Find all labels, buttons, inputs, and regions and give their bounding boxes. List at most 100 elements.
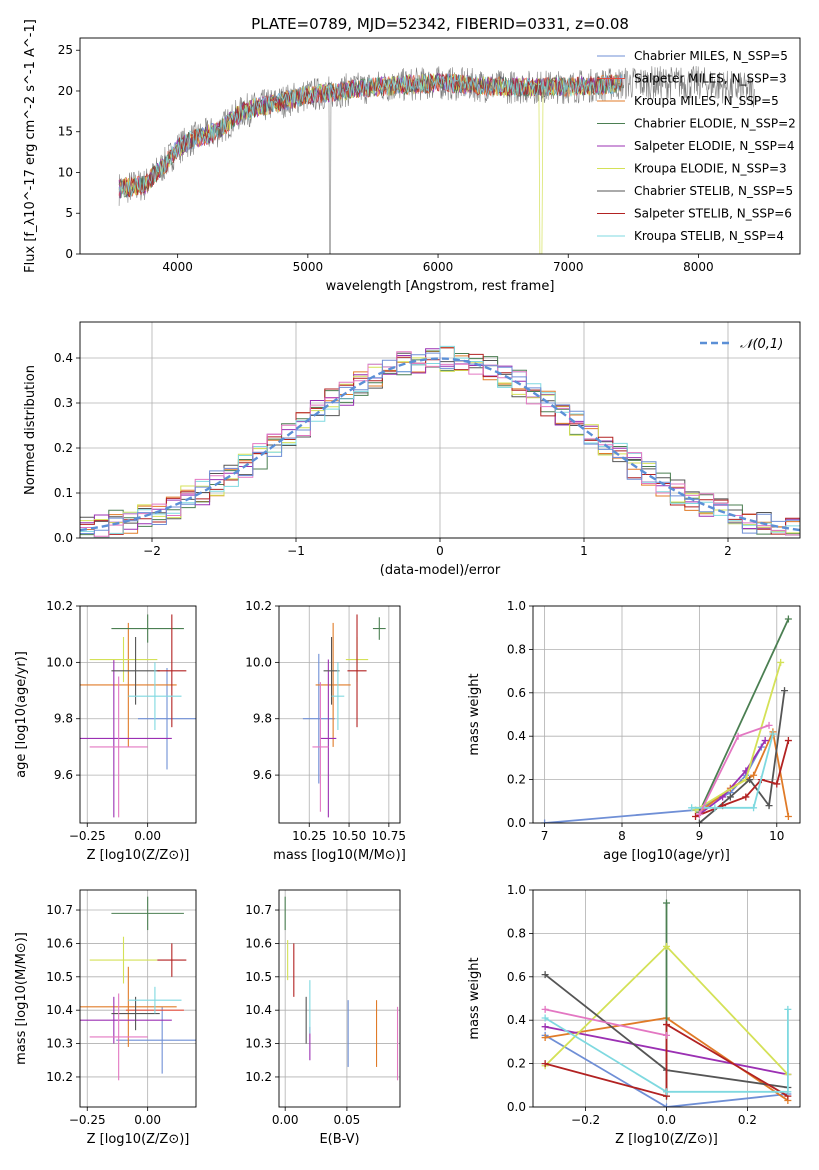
errorbar-point — [128, 662, 182, 730]
weight-marker — [750, 771, 758, 779]
y-axis-label: age [log10(age/yr)] — [14, 651, 29, 778]
weight-marker — [695, 810, 703, 818]
x-tick-label: −0.25 — [69, 1113, 106, 1127]
axes-frame — [278, 605, 401, 824]
weight-marker — [663, 1031, 670, 1039]
weight-marker — [781, 687, 789, 695]
y-tick-label: 15 — [58, 125, 73, 139]
errorbar-point — [157, 614, 187, 728]
errorbar-point — [111, 896, 184, 931]
y-tick-label: 10.6 — [46, 936, 73, 950]
errorbar-point — [111, 614, 184, 643]
y-tick-label: 0.3 — [54, 396, 73, 410]
legend-label: Chabrier MILES, N_SSP=5 — [634, 49, 788, 63]
weight-marker — [663, 1021, 670, 1029]
weight-marker — [541, 1023, 549, 1031]
errorbar-point — [80, 659, 172, 818]
legend-label: Kroupa MILES, N_SSP=5 — [634, 94, 779, 108]
plot-area — [80, 345, 800, 538]
weight-marker — [663, 1103, 670, 1107]
y-axis-label: Flux [f_λ10^-17 erg cm^-2 s^-1 A^-1] — [23, 19, 38, 273]
y-tick-label: 25 — [58, 43, 73, 57]
y-tick-label: 0.6 — [507, 686, 526, 700]
x-tick-label: 0.00 — [134, 1113, 161, 1127]
x-tick-label: 0.2 — [738, 1113, 757, 1127]
histogram-step — [80, 352, 800, 534]
errorbar-point — [89, 637, 158, 683]
y-tick-label: 10 — [58, 165, 73, 179]
y-tick-label: 0 — [65, 247, 73, 261]
legend-label: Kroupa ELODIE, N_SSP=3 — [634, 162, 787, 176]
x-tick-label: 5000 — [293, 260, 324, 274]
spectrum-model-line — [118, 73, 623, 196]
legend-label: Salpeter MILES, N_SSP=3 — [634, 72, 787, 86]
weight-line — [544, 1022, 789, 1098]
y-tick-label: 20 — [58, 84, 73, 98]
y-axis-label: mass weight — [467, 673, 482, 755]
errorbar-point — [116, 1006, 196, 1074]
y-tick-label: 0.0 — [507, 1100, 526, 1114]
y-tick-label: 10.0 — [245, 655, 272, 669]
y-axis-label: mass weight — [467, 957, 482, 1039]
x-tick-label: −1 — [287, 544, 305, 558]
errorbar-point — [157, 943, 187, 977]
x-tick-label: 2 — [724, 544, 732, 558]
weight-marker — [663, 942, 670, 950]
y-tick-label: 5 — [65, 206, 73, 220]
weight-marker — [761, 737, 769, 745]
y-tick-label: 9.8 — [253, 712, 272, 726]
errorbar-point — [89, 676, 148, 818]
weight-marker — [765, 802, 773, 810]
y-tick-label: 0.0 — [507, 816, 526, 830]
legend-label: Chabrier ELODIE, N_SSP=2 — [634, 117, 796, 131]
errorbar-point — [347, 614, 367, 728]
y-tick-label: 10.7 — [46, 903, 73, 917]
errorbar-point — [331, 662, 345, 730]
axes-frame — [79, 321, 801, 539]
weight-marker — [784, 737, 792, 745]
weight-marker — [663, 1088, 670, 1096]
axes-frame — [79, 889, 197, 1108]
y-tick-label: 0.8 — [507, 642, 526, 656]
weight-marker — [663, 899, 670, 907]
y-tick-label: 10.2 — [46, 599, 73, 613]
legend-label: Salpeter STELIB, N_SSP=6 — [634, 207, 792, 221]
panel-mass_vs_EBV: 0.00 0.05 10.2 10.3 10.4 10.5 10.6 10.7 E(B-V) — [245, 889, 401, 1147]
plot-area — [541, 615, 792, 823]
y-tick-label: 10.5 — [245, 970, 272, 984]
panel-residuals: −2 −1 0 1 2 0.0 0.1 0.2 0.3 0.4 (data-model)/error… — [23, 321, 801, 578]
normal-curve — [80, 357, 800, 532]
errorbar-point — [111, 637, 160, 705]
weight-marker — [711, 804, 719, 812]
y-tick-label: 0.6 — [507, 970, 526, 984]
weight-marker — [688, 804, 696, 812]
x-tick-label: 0 — [436, 544, 444, 558]
y-axis-label: Normed distribution — [23, 365, 38, 495]
x-tick-label: 7000 — [553, 260, 584, 274]
y-tick-label: 10.5 — [46, 970, 73, 984]
x-tick-label: −2 — [143, 544, 161, 558]
plot-area — [541, 899, 792, 1107]
figure-title: PLATE=0789, MJD=52342, FIBERID=0331, z=0… — [251, 15, 629, 33]
axes-frame — [278, 889, 401, 1108]
y-tick-label: 10.2 — [245, 599, 272, 613]
x-tick-label: 0.0 — [657, 1113, 676, 1127]
weight-marker — [746, 776, 754, 784]
histogram-step — [80, 357, 800, 534]
errorbar-point — [312, 682, 329, 812]
y-tick-label: 0.0 — [54, 531, 73, 545]
weight-line — [698, 618, 790, 813]
y-tick-label: 10.4 — [46, 1003, 73, 1017]
x-tick-label: −0.25 — [69, 829, 106, 843]
y-tick-label: 0.2 — [507, 1057, 526, 1071]
y-tick-label: 0.8 — [507, 926, 526, 940]
x-tick-label: 0.00 — [272, 1113, 299, 1127]
x-tick-label: 4000 — [162, 260, 193, 274]
x-axis-label: E(B-V) — [319, 1132, 359, 1147]
spectrum-data-line — [118, 65, 755, 254]
y-tick-label: 10.7 — [245, 903, 272, 917]
x-tick-label: 10.25 — [292, 829, 326, 843]
y-axis-label: mass [log10(M/M⊙)] — [14, 932, 29, 1065]
weight-line — [544, 1034, 788, 1107]
y-tick-label: 10.0 — [46, 655, 73, 669]
